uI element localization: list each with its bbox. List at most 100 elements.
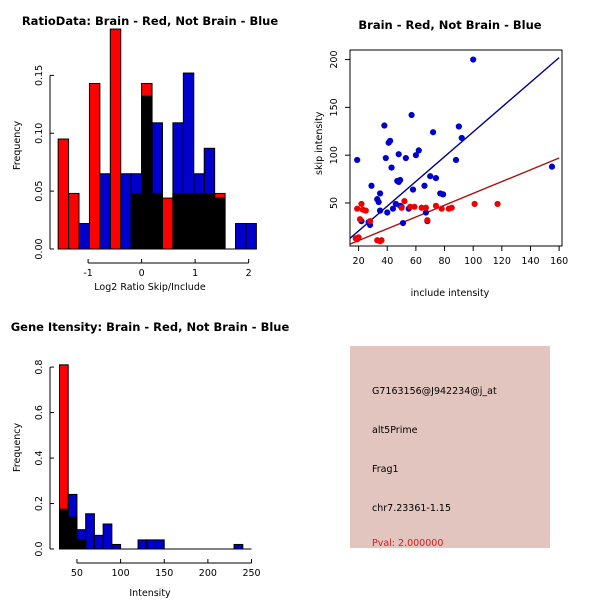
- histogram-bar: [88, 82, 101, 250]
- scatter-point: [382, 154, 389, 162]
- x-axis-tick-label: 80: [438, 256, 450, 267]
- scatter-point: [376, 207, 384, 214]
- y-axis-tick-label: 0.8: [34, 360, 45, 375]
- x-axis-tick-label: 100: [112, 568, 130, 579]
- x-axis-tick-label: 0: [139, 268, 145, 279]
- histogram-bar: [245, 223, 257, 250]
- scatter-point: [375, 198, 382, 206]
- scatter-point: [438, 205, 445, 212]
- scatter-xlabel: include intensity: [410, 288, 490, 299]
- scatter-point: [421, 182, 428, 189]
- scatter-point: [355, 234, 362, 241]
- ratio-histogram-title: RatioData: Brain - Red, Not Brain - Blue: [21, 14, 279, 28]
- scatter-point: [384, 209, 391, 216]
- scatter-point: [422, 209, 430, 216]
- scatter-point: [412, 152, 419, 159]
- scatter-point: [362, 207, 369, 214]
- histogram-bar: [99, 173, 111, 250]
- scatter-point: [378, 237, 385, 244]
- scatter-point: [440, 191, 447, 198]
- y-axis-tick-label: 0.05: [34, 181, 45, 202]
- gene-intensity-title: Gene Itensity: Brain - Red, Not Brain - …: [10, 320, 290, 334]
- scatter-point: [402, 154, 409, 162]
- scatter-point: [354, 156, 361, 164]
- scatter-point: [432, 202, 440, 209]
- histogram-bar: [146, 539, 157, 550]
- scatter-point: [366, 218, 374, 225]
- histogram-bar: [85, 513, 95, 550]
- scatter-canvas: 50 100 150 200 20 40 60 80 100 120 140 160: [329, 49, 568, 267]
- histogram-bar: [120, 173, 132, 250]
- scatter-point: [368, 182, 375, 189]
- histogram-bar: [141, 95, 153, 250]
- histogram-bar: [57, 138, 70, 250]
- histogram-bar: [67, 493, 78, 550]
- histogram-bar: [111, 543, 122, 550]
- histogram-bar: [78, 223, 90, 250]
- scatter-point: [452, 156, 460, 164]
- scatter-point: [432, 175, 440, 182]
- x-axis-tick-label: 140: [521, 256, 539, 267]
- location-text: chr7.23361-1.15: [372, 503, 452, 514]
- histogram-bar: [137, 539, 148, 550]
- x-axis-tick-label: 200: [199, 568, 217, 579]
- fragment-text: Frag1: [372, 464, 399, 475]
- scatter-point: [494, 200, 501, 208]
- scatter-point: [397, 176, 404, 184]
- scatter-point: [356, 216, 364, 223]
- histogram-bar: [193, 173, 205, 250]
- plot-box: [349, 49, 563, 247]
- regression-line: [350, 57, 560, 239]
- scatter-point: [471, 200, 478, 208]
- y-axis-tick-label: 0.4: [34, 450, 45, 465]
- regression-line: [350, 157, 560, 245]
- scatter-point: [407, 203, 414, 210]
- y-axis-tick-label: 0.15: [34, 65, 45, 86]
- intensity-scatter-panel: Brain - Red, Not Brain - Blue skip inten…: [300, 0, 600, 300]
- histogram-bar: [203, 147, 216, 250]
- probe-id-text: G7163156@J942234@j_at: [372, 386, 497, 397]
- histogram-bar: [93, 534, 104, 550]
- gene-intensity-panel: Gene Itensity: Brain - Red, Not Brain - …: [0, 300, 300, 600]
- histogram-bar: [109, 28, 122, 250]
- scatter-point: [389, 205, 397, 212]
- x-axis-tick-label: 40: [381, 256, 393, 267]
- scatter-point: [427, 173, 434, 180]
- scatter-point: [376, 190, 384, 197]
- scatter-point: [408, 111, 415, 119]
- ratio-histogram-xlabel: Log2 Ratio Skip/Include: [94, 282, 206, 293]
- scatter-title: Brain - Red, Not Brain - Blue: [358, 18, 542, 32]
- x-axis-tick-label: 150: [155, 568, 173, 579]
- x-axis-tick-label: 120: [493, 256, 511, 267]
- gene-intensity-xlabel: Intensity: [129, 588, 171, 599]
- gene-info-panel: G7163156@J942234@j_at alt5Prime Frag1 ch…: [350, 346, 550, 549]
- histogram-bar: [235, 223, 247, 250]
- scatter-point: [418, 204, 425, 211]
- histogram-bar: [182, 72, 195, 250]
- histogram-bar: [102, 523, 113, 550]
- histogram-bar: [214, 197, 226, 250]
- x-axis-tick-label: 60: [410, 256, 422, 267]
- scatter-point: [387, 137, 394, 144]
- scatter-point: [470, 56, 477, 63]
- histogram-bar: [151, 122, 163, 250]
- x-axis-tick-label: 160: [550, 256, 568, 267]
- scatter-point: [401, 197, 408, 205]
- y-axis-tick-label: 0.10: [34, 123, 45, 144]
- scatter-point: [411, 203, 418, 210]
- y-axis-tick-label: 200: [329, 50, 340, 68]
- y-axis-tick-label: 0.6: [34, 405, 45, 420]
- histogram-bar: [172, 122, 184, 250]
- histogram-bar: [130, 173, 143, 250]
- scatter-content: [350, 56, 560, 245]
- scatter-point: [424, 217, 431, 224]
- ratio-histogram-panel: RatioData: Brain - Red, Not Brain - Blue…: [0, 0, 300, 300]
- scatter-point: [409, 186, 417, 193]
- histogram-bar: [161, 197, 174, 250]
- histogram-bar: [233, 543, 244, 550]
- x-axis-tick-label: 1: [192, 268, 198, 279]
- scatter-point: [415, 147, 422, 154]
- scatter-point: [448, 204, 455, 211]
- scatter-point: [395, 151, 402, 158]
- y-axis-tick-label: 100: [329, 146, 340, 164]
